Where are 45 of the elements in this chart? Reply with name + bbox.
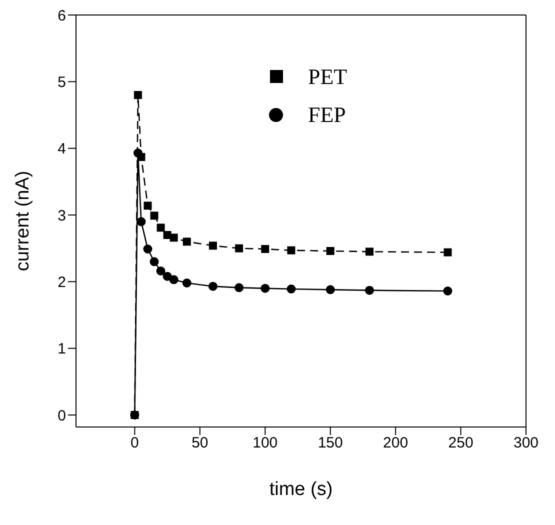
y-tick-label: 1 <box>58 340 66 358</box>
legend-label: FEP <box>308 102 346 128</box>
x-tick-label: 300 <box>513 434 539 452</box>
point <box>235 244 244 252</box>
point <box>150 212 158 220</box>
point <box>134 91 142 99</box>
point <box>156 266 166 276</box>
point <box>169 275 178 284</box>
point <box>234 283 244 292</box>
point <box>182 238 191 246</box>
point <box>133 148 142 158</box>
x-tick-label: 200 <box>383 434 408 452</box>
y-tick-label: 2 <box>58 274 66 291</box>
point <box>364 286 374 295</box>
point <box>150 257 159 266</box>
point <box>260 284 270 293</box>
point <box>144 202 152 210</box>
point <box>287 246 296 254</box>
point <box>261 245 270 253</box>
y-tick-label: 0 <box>58 407 66 424</box>
x-tick-label: 0 <box>130 434 139 452</box>
point <box>326 247 334 255</box>
point <box>286 284 296 294</box>
legend-label: PET <box>308 64 348 90</box>
y-tick-label: 5 <box>58 74 66 91</box>
point <box>365 248 374 256</box>
x-tick-label: 50 <box>192 434 208 452</box>
point <box>136 217 146 226</box>
point <box>182 278 192 288</box>
point <box>443 286 452 296</box>
point <box>170 234 178 242</box>
point <box>143 244 152 254</box>
y-tick-label: 6 <box>58 7 66 24</box>
point <box>156 224 165 232</box>
x-tick-label: 250 <box>448 434 474 452</box>
point <box>208 282 218 291</box>
x-axis-title: time (s) <box>269 479 333 500</box>
point <box>326 285 335 294</box>
point <box>208 242 217 250</box>
x-tick-label: 100 <box>252 434 278 452</box>
y-axis-title: current (nA) <box>12 170 34 272</box>
x-tick-label: 150 <box>318 434 343 452</box>
point <box>444 248 452 256</box>
y-tick-label: 4 <box>58 140 66 158</box>
y-tick-label: 3 <box>58 207 66 224</box>
